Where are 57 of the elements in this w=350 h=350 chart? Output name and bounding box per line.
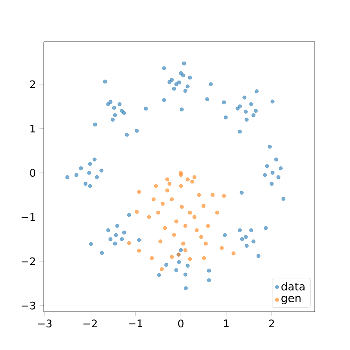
point bbox=[127, 241, 132, 246]
point bbox=[197, 193, 202, 198]
point bbox=[184, 248, 188, 252]
point bbox=[220, 246, 224, 250]
point bbox=[186, 178, 190, 182]
point bbox=[158, 240, 163, 244]
x-tick-label: −1 bbox=[129, 320, 142, 328]
point bbox=[135, 210, 140, 214]
x-tick-label: −2 bbox=[84, 320, 97, 328]
x-tick-label: −3 bbox=[38, 320, 52, 328]
point bbox=[152, 198, 156, 202]
point bbox=[168, 182, 172, 186]
point bbox=[222, 194, 226, 198]
point bbox=[206, 224, 210, 228]
point bbox=[165, 188, 170, 193]
point bbox=[190, 180, 194, 184]
point bbox=[163, 226, 168, 230]
point bbox=[215, 210, 220, 215]
point bbox=[150, 256, 154, 260]
point bbox=[172, 232, 176, 237]
point bbox=[179, 184, 184, 188]
point bbox=[160, 268, 164, 272]
point bbox=[210, 193, 215, 198]
point bbox=[232, 252, 236, 256]
point bbox=[137, 248, 142, 253]
point bbox=[194, 228, 199, 233]
point bbox=[174, 220, 179, 224]
point bbox=[170, 198, 174, 202]
x-tick-label: 0 bbox=[178, 320, 184, 328]
point bbox=[137, 190, 142, 194]
point bbox=[180, 205, 184, 210]
y-tick-label: 2 bbox=[30, 80, 36, 88]
point bbox=[160, 202, 165, 206]
point bbox=[154, 184, 158, 188]
point bbox=[170, 255, 174, 260]
point bbox=[181, 242, 186, 246]
y-tick-label: 1 bbox=[30, 124, 36, 133]
y-tick-label: −2 bbox=[22, 258, 36, 266]
point bbox=[184, 224, 188, 228]
point bbox=[188, 257, 192, 262]
y-tick-label: 0 bbox=[30, 169, 36, 177]
y-tick-label: −1 bbox=[22, 213, 36, 222]
y-tick-label: −3 bbox=[22, 302, 36, 310]
point bbox=[202, 204, 206, 208]
point bbox=[192, 175, 197, 180]
point bbox=[188, 210, 192, 215]
point bbox=[156, 210, 160, 215]
point bbox=[165, 178, 170, 182]
point bbox=[204, 242, 208, 246]
point bbox=[202, 256, 206, 260]
legend-label: data bbox=[282, 282, 305, 291]
x-tick-label: 2 bbox=[269, 320, 274, 328]
x-tick-label: 1 bbox=[224, 320, 229, 328]
legend-label: gen bbox=[282, 296, 301, 305]
point bbox=[192, 215, 197, 220]
point bbox=[147, 215, 152, 220]
point bbox=[200, 235, 204, 240]
